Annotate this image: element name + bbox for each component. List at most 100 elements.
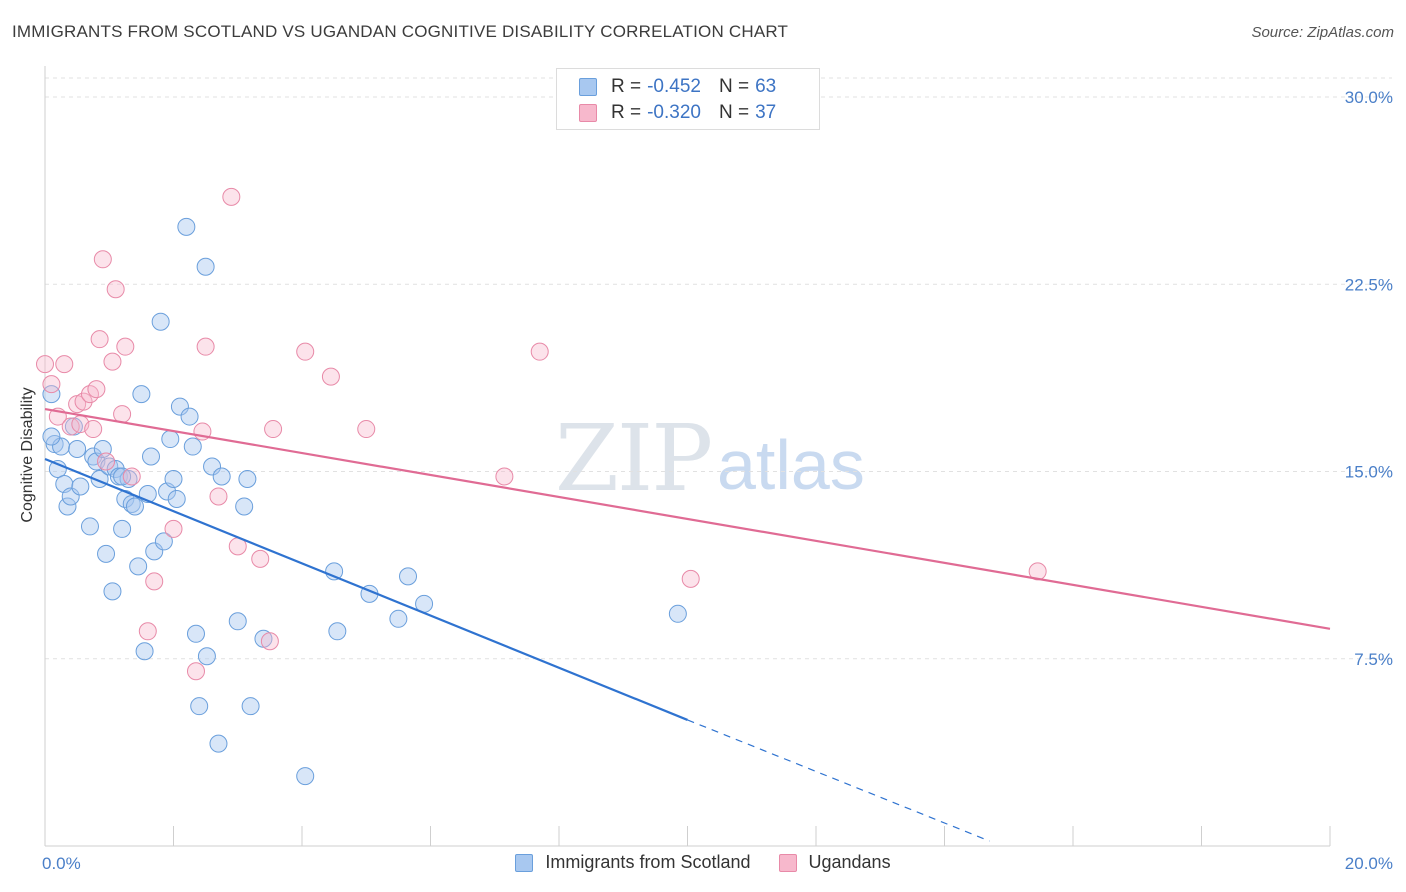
source-credit: Source: ZipAtlas.com: [1251, 24, 1394, 41]
scotland-point: [52, 437, 71, 456]
scotland-point: [668, 604, 687, 623]
ugandans-point: [138, 622, 157, 641]
ugandans-point: [122, 467, 141, 486]
ugandans-point: [681, 569, 700, 588]
scotland-point: [42, 427, 61, 446]
scotland-point: [113, 519, 132, 538]
ugandans-point: [90, 330, 109, 349]
scotland-point: [203, 457, 222, 476]
ugandans-point: [495, 467, 514, 486]
y-tick-label: 30.0%: [1345, 88, 1393, 107]
legend-item-scotland: Immigrants from Scotland: [515, 852, 751, 873]
scotland-point: [122, 494, 141, 513]
scotland-point: [125, 497, 144, 516]
scotland-point: [190, 697, 209, 716]
scotland-point: [296, 767, 315, 786]
scotland-point: [180, 407, 199, 426]
scotland-point: [161, 430, 180, 449]
ugandans-point: [87, 380, 106, 399]
ugandans-point: [55, 355, 74, 374]
correlation-legend: R = -0.452 N = 63 R = -0.320 N = 37: [556, 68, 820, 130]
trend-lines: [44, 407, 1331, 842]
tick-labels: 7.5% 15.0% 22.5% 30.0% 0.0% 20.0%: [42, 88, 1393, 873]
legend-label-ugandans: Ugandans: [808, 852, 891, 872]
ugandans-point: [74, 392, 93, 411]
scotland-point: [399, 567, 418, 586]
legend-r-label: R =: [611, 102, 642, 123]
scotland-trend-extension: [687, 719, 990, 842]
x-tick-label: 20.0%: [1345, 854, 1393, 873]
ugandans-point: [357, 420, 376, 439]
legend-row-scotland: R = -0.452 N = 63: [579, 75, 776, 99]
scotland-point: [170, 397, 189, 416]
ugandans-point: [106, 280, 125, 299]
scotland-point: [328, 622, 347, 641]
ugandans-point: [260, 632, 279, 651]
ugandans-point: [84, 420, 103, 439]
legend-r-value: -0.452: [647, 76, 701, 97]
ugandans-point: [164, 519, 183, 538]
scotland-point: [97, 544, 116, 563]
scotland-point: [197, 647, 216, 666]
ugandans-point: [186, 662, 205, 681]
ugandans-point: [145, 572, 164, 591]
ugandans-point: [97, 452, 116, 471]
ugandans-point: [113, 405, 132, 424]
scotland-point: [135, 642, 154, 661]
legend-n-label: N =: [718, 102, 750, 123]
legend-r-label: R =: [611, 76, 642, 97]
scotland-point: [58, 497, 77, 516]
scotland-point: [68, 440, 87, 459]
ugandans-point: [93, 250, 112, 269]
scotland-point: [145, 542, 164, 561]
legend-n-label: N =: [718, 76, 750, 97]
scotland-point: [186, 624, 205, 643]
scotland-point: [167, 489, 186, 508]
legend-item-ugandans: Ugandans: [778, 852, 891, 873]
ugandans-point: [116, 337, 135, 356]
scotland-point: [151, 312, 170, 331]
scotland-point: [235, 497, 254, 516]
watermark-atlas: atlas: [717, 426, 865, 504]
scotland-point: [177, 217, 196, 236]
scotland-point: [113, 467, 132, 486]
legend-n-value: 63: [755, 76, 777, 97]
legend-swatch-ugandans: [579, 104, 597, 122]
scotland-point: [129, 557, 148, 576]
scotland-trend-line: [44, 457, 688, 721]
ugandans-point: [222, 187, 241, 206]
scotland-point: [132, 385, 151, 404]
series-legend: Immigrants from Scotland Ugandans: [0, 852, 1406, 873]
scotland-point: [183, 437, 202, 456]
ugandans-trend-line: [44, 407, 1331, 630]
legend-swatch-scotland: [515, 853, 534, 872]
ugandans-point: [209, 487, 228, 506]
legend-label-scotland: Immigrants from Scotland: [545, 852, 751, 872]
ugandans-point: [530, 342, 549, 361]
scotland-point: [48, 460, 67, 479]
scotland-point: [103, 582, 122, 601]
ugandans-point: [251, 549, 270, 568]
chart-title: IMMIGRANTS FROM SCOTLAND VS UGANDAN COGN…: [12, 22, 789, 41]
scotland-point: [42, 385, 61, 404]
watermark-zip: ZIP: [555, 405, 713, 512]
legend-n-value: 37: [755, 102, 777, 123]
axes: [44, 66, 1331, 847]
x-tick-label: 0.0%: [42, 854, 81, 873]
scotland-point: [212, 467, 231, 486]
data-points: [36, 187, 1047, 786]
scotland-point: [71, 477, 90, 496]
ugandans-point: [196, 337, 215, 356]
scotland-point: [61, 487, 80, 506]
ugandans-point: [321, 367, 340, 386]
scotland-point: [80, 517, 99, 536]
legend-swatch-scotland: [579, 78, 597, 96]
ugandans-point: [36, 355, 54, 374]
scotland-point: [241, 697, 260, 716]
scotland-point: [196, 257, 215, 276]
scotland-point: [164, 469, 183, 488]
y-tick-label: 15.0%: [1345, 463, 1393, 482]
scotland-point: [142, 447, 161, 466]
scotland-point: [209, 734, 228, 753]
